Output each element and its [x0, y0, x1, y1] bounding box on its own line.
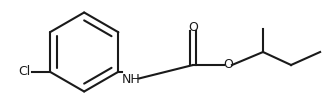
Text: O: O: [188, 21, 198, 33]
Text: NH: NH: [122, 73, 141, 86]
Text: O: O: [223, 58, 233, 72]
Text: Cl: Cl: [18, 65, 30, 78]
